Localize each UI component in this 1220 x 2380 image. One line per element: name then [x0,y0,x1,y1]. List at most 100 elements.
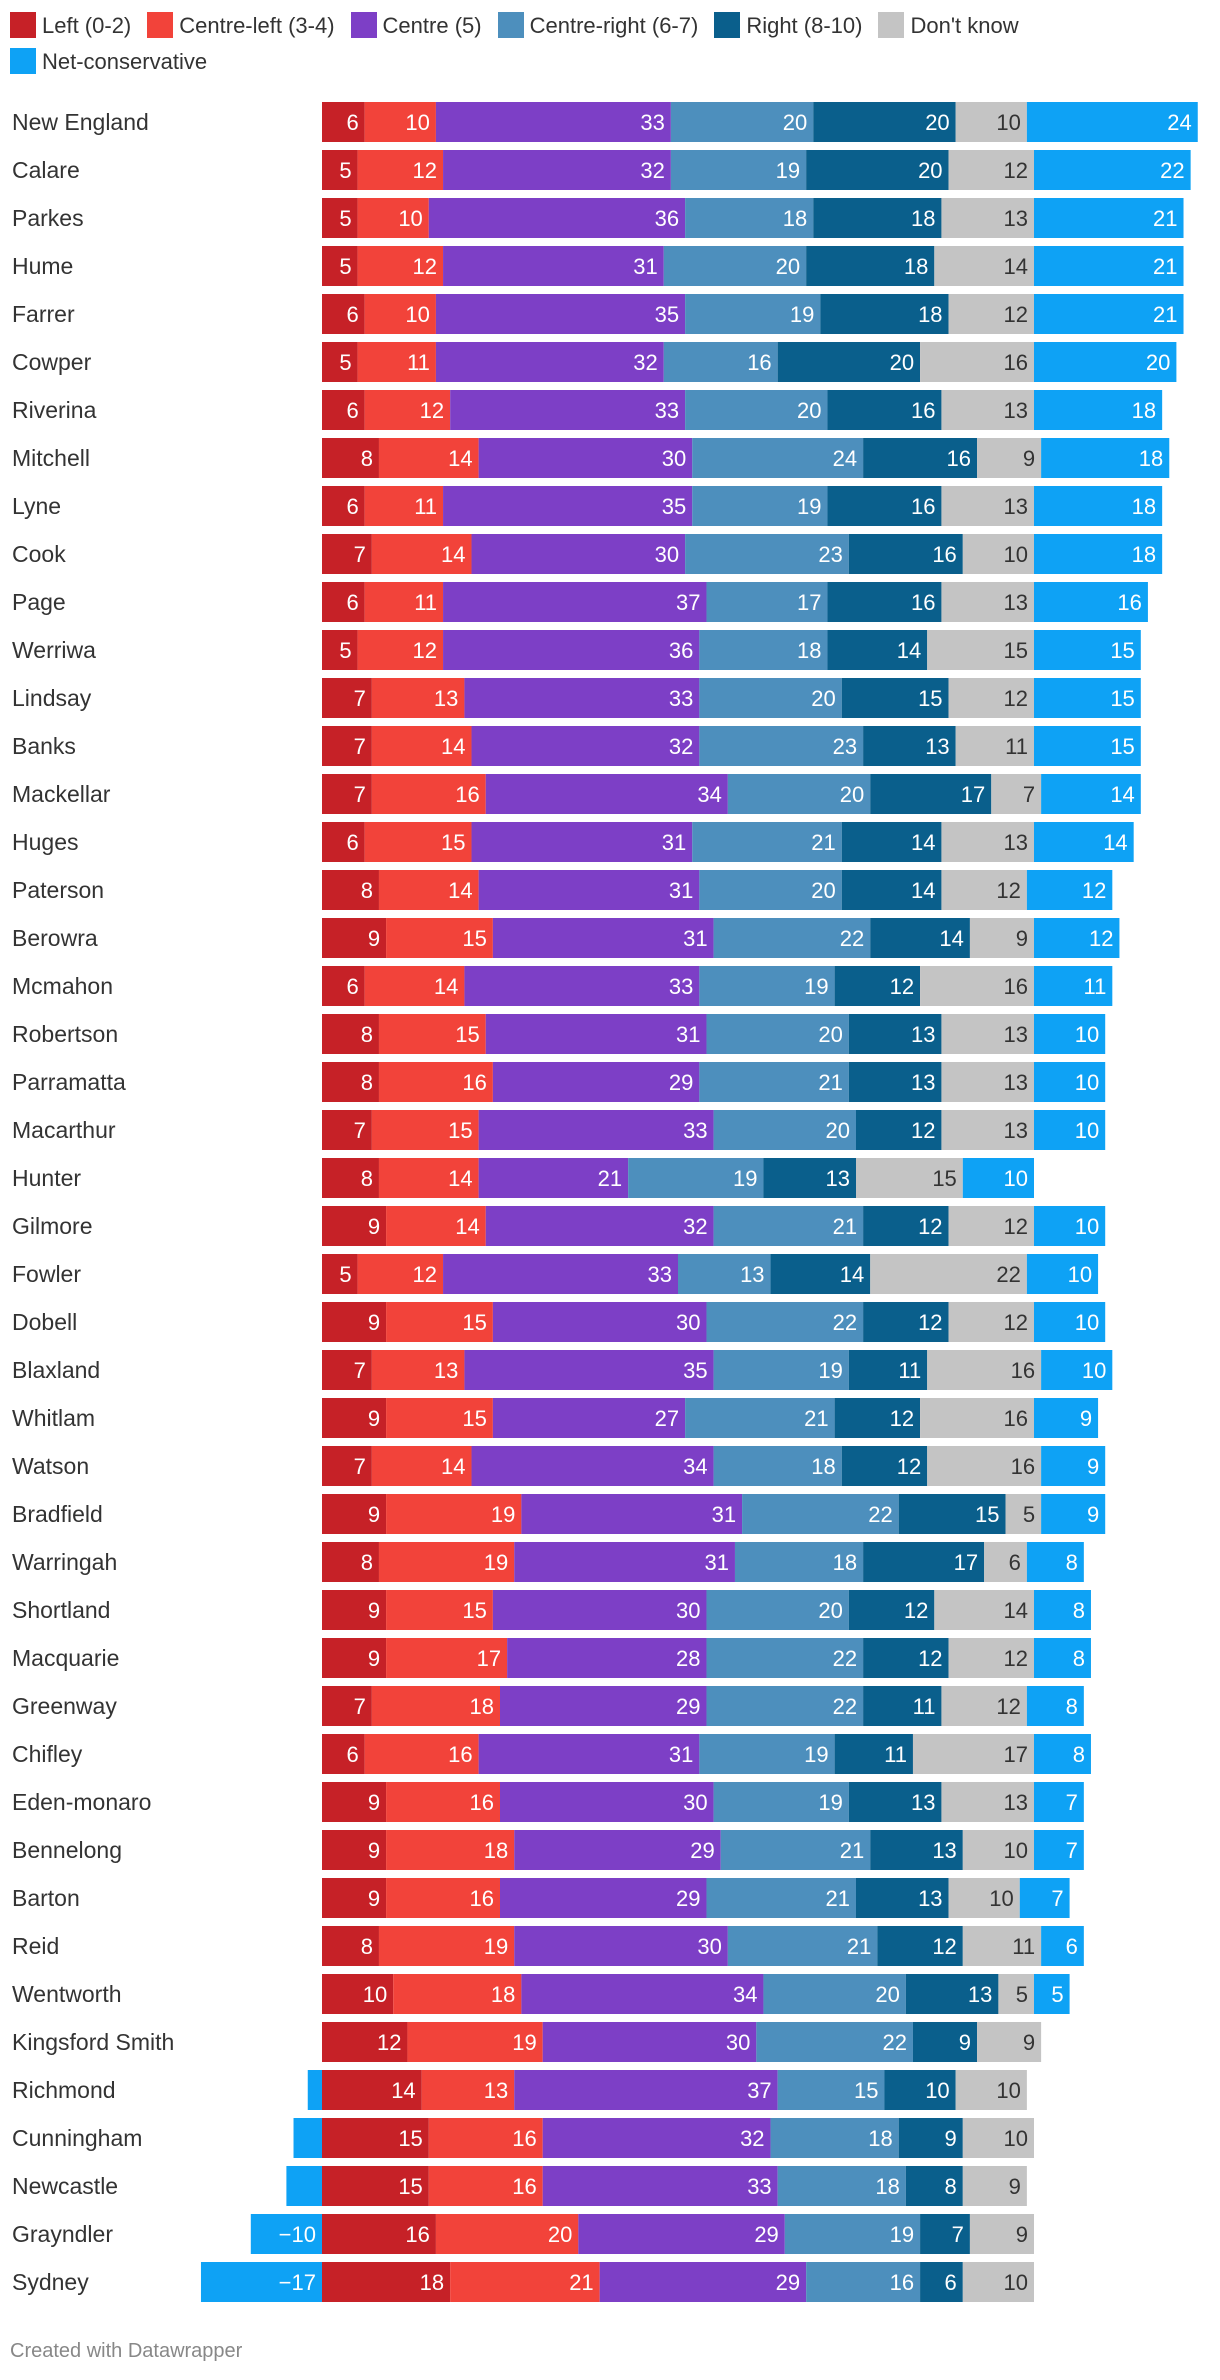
bar-row: Chifley 6 16 31 19 11 17 8 [12,1734,1091,1774]
row-label: Banks [12,733,76,759]
segment-value-label: 13 [925,734,949,759]
bar-segment [998,1974,1034,2014]
segment-value-label: 11 [884,1742,907,1767]
net-value-label: 18 [1132,542,1156,567]
segment-value-label: 22 [840,926,864,951]
row-label: Dobell [12,1309,77,1335]
bar-segment [848,1014,942,1054]
legend-item: Centre-left (3-4) [147,8,335,44]
segment-value-label: 15 [455,1022,479,1047]
net-value-label: 6 [1066,1934,1078,1959]
segment-value-label: 5 [339,1262,351,1287]
segment-value-label: 13 [1004,1022,1028,1047]
bar-segment [478,438,693,478]
segment-value-label: 30 [683,1790,707,1815]
bar-row: Huges 6 15 31 21 14 13 14 [12,822,1134,862]
segment-value-label: 16 [911,590,935,615]
bar-row: Mitchell 8 14 30 24 16 9 18 [12,438,1170,478]
bar-segment [777,2166,906,2206]
bar-segment [756,2022,913,2062]
bar-segment [500,1782,714,1822]
segment-value-label: 9 [368,1214,380,1239]
bar-row: Mcmahon 6 14 33 19 12 16 11 [12,966,1113,1006]
segment-value-label: 20 [818,1022,842,1047]
row-label: Riverina [12,397,97,423]
bar-segment [322,294,365,334]
bar-row: Calare 5 12 32 19 20 12 22 [12,150,1191,190]
segment-value-label: 11 [1005,734,1028,759]
segment-value-label: 13 [1004,830,1028,855]
bar-segment [941,1110,1034,1150]
segment-value-label: 9 [959,2030,971,2055]
segment-value-label: 14 [939,926,963,951]
legend-item: Left (0-2) [10,8,131,44]
bar-segment [699,726,864,766]
bar-segment [977,2022,1042,2062]
bar-segment [692,438,864,478]
legend-item: Net-conservative [10,44,207,80]
segment-value-label: 15 [398,2174,422,2199]
row-label: Kingsford Smith [12,2029,174,2055]
bar-segment [941,390,1034,430]
net-conservative-segment [293,2118,322,2158]
net-value-label: 7 [1051,1886,1063,1911]
net-conservative-segment [1034,1398,1099,1438]
bar-segment [492,1062,700,1102]
net-value-label: 15 [1110,686,1134,711]
segment-value-label: 11 [898,1358,921,1383]
segment-value-label: 19 [890,2222,914,2247]
bar-row: New England 6 10 33 20 20 10 24 [12,102,1198,142]
row-label: Mcmahon [12,973,113,999]
segment-value-label: 20 [826,1118,850,1143]
bar-row: Watson 7 14 34 18 12 16 9 [12,1446,1106,1486]
bar-segment [322,2070,422,2110]
bar-segment [912,1734,1034,1774]
net-conservative-segment [1034,630,1141,670]
segment-value-label: 33 [655,398,679,423]
bar-segment [920,342,1034,382]
segment-value-label: 14 [911,830,935,855]
segment-value-label: 18 [868,2126,892,2151]
bar-segment [941,582,1034,622]
segment-value-label: 37 [676,590,700,615]
segment-value-label: 18 [797,638,821,663]
segment-value-label: 30 [662,446,686,471]
segment-value-label: 10 [1004,2126,1028,2151]
segment-value-label: 13 [1004,1118,1028,1143]
bar-segment [322,1974,394,2014]
segment-value-label: 5 [1023,1502,1035,1527]
segment-value-label: 13 [968,1982,992,2007]
segment-value-label: 9 [1023,2030,1035,2055]
net-conservative-segment [1034,1110,1106,1150]
bar-row: Wentworth 10 18 34 20 13 5 5 [12,1974,1070,2014]
bar-segment [734,1542,864,1582]
net-value-label: 8 [1066,1694,1078,1719]
bar-segment [920,966,1034,1006]
bar-segment [492,1302,707,1342]
bar-segment [371,774,486,814]
segment-value-label: 7 [354,734,366,759]
bar-segment [713,1350,849,1390]
segment-value-label: 14 [455,1214,479,1239]
row-label: Huges [12,829,78,855]
bar-row: Kingsford Smith 12 19 30 22 9 9 [12,2022,1042,2062]
bar-segment [357,198,429,238]
bar-segment [322,1926,379,1966]
footer-credit: Created with Datawrapper [10,2340,243,2362]
bar-segment [685,198,814,238]
net-value-label: 10 [1075,1070,1099,1095]
bar-row: Bradfield 9 19 31 22 15 5 9 [12,1494,1106,1534]
segment-value-label: 16 [405,2222,429,2247]
segment-value-label: 29 [776,2270,800,2295]
segment-value-label: 35 [683,1358,707,1383]
segment-value-label: 10 [996,2078,1020,2103]
bar-segment [699,966,835,1006]
bar-segment [742,1494,899,1534]
bar-segment [322,1062,379,1102]
segment-value-label: 9 [1023,446,1035,471]
bar-segment [364,966,465,1006]
segment-value-label: 8 [361,446,373,471]
segment-value-label: 13 [918,1886,942,1911]
net-value-label: 10 [1068,1262,1092,1287]
bar-segment [322,1254,358,1294]
